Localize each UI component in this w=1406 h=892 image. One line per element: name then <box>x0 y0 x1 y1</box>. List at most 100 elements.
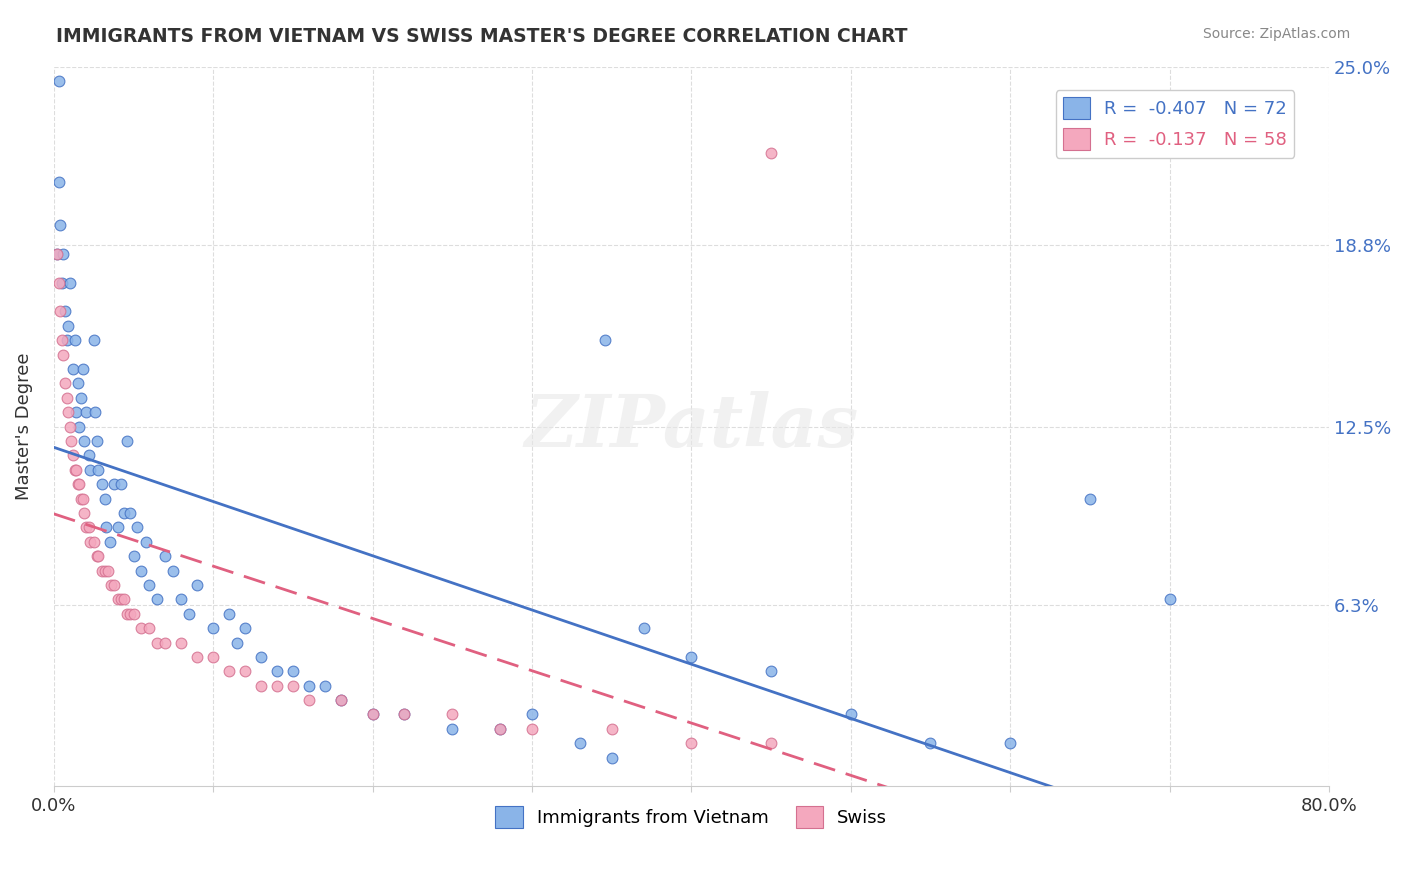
Legend: Immigrants from Vietnam, Swiss: Immigrants from Vietnam, Swiss <box>488 798 894 835</box>
Point <box>131 621 153 635</box>
Point <box>90 477 112 491</box>
Point <box>63 463 86 477</box>
Point <box>120 506 142 520</box>
Point <box>361 707 384 722</box>
Point <box>202 649 225 664</box>
Point <box>66 477 89 491</box>
Point <box>568 736 591 750</box>
Point <box>112 506 135 520</box>
Point <box>86 549 108 563</box>
Point <box>77 448 100 462</box>
Point <box>920 736 942 750</box>
Point <box>52 246 75 260</box>
Point <box>759 146 782 161</box>
Point <box>67 477 90 491</box>
Point <box>67 419 90 434</box>
Point <box>72 491 94 506</box>
Point <box>79 463 101 477</box>
Point <box>107 592 129 607</box>
Point <box>97 564 120 578</box>
Point <box>115 434 138 448</box>
Point <box>441 707 464 722</box>
Point <box>202 621 225 635</box>
Point <box>138 621 160 635</box>
Point <box>48 276 70 290</box>
Point <box>66 376 89 391</box>
Point <box>298 679 321 693</box>
Point <box>46 246 69 260</box>
Point <box>125 520 148 534</box>
Point <box>179 607 201 621</box>
Point <box>681 736 703 750</box>
Point <box>65 405 87 419</box>
Point <box>329 693 352 707</box>
Point <box>681 649 703 664</box>
Point <box>73 434 96 448</box>
Point <box>394 707 416 722</box>
Point <box>73 506 96 520</box>
Point <box>250 649 273 664</box>
Point <box>103 578 125 592</box>
Point <box>186 578 208 592</box>
Point <box>595 333 617 347</box>
Point <box>70 391 93 405</box>
Point <box>226 635 249 649</box>
Point <box>298 693 321 707</box>
Point <box>77 520 100 534</box>
Point <box>146 635 169 649</box>
Point <box>55 333 77 347</box>
Point <box>49 218 72 232</box>
Point <box>394 707 416 722</box>
Point <box>135 534 157 549</box>
Point <box>51 276 73 290</box>
Point <box>998 736 1021 750</box>
Point <box>131 564 153 578</box>
Point <box>233 665 256 679</box>
Point <box>839 707 862 722</box>
Point <box>65 463 87 477</box>
Point <box>48 74 70 88</box>
Point <box>281 665 304 679</box>
Point <box>112 592 135 607</box>
Point <box>56 318 79 333</box>
Point <box>62 448 84 462</box>
Point <box>90 564 112 578</box>
Point <box>110 592 132 607</box>
Point <box>170 592 193 607</box>
Point <box>103 477 125 491</box>
Point <box>250 679 273 693</box>
Point <box>59 419 82 434</box>
Point <box>759 736 782 750</box>
Point <box>56 405 79 419</box>
Point <box>600 722 623 736</box>
Point <box>53 304 76 318</box>
Point <box>1078 491 1101 506</box>
Point <box>96 520 118 534</box>
Point <box>115 607 138 621</box>
Point <box>759 665 782 679</box>
Point <box>314 679 336 693</box>
Point <box>59 276 82 290</box>
Point <box>110 477 132 491</box>
Point <box>233 621 256 635</box>
Point <box>441 722 464 736</box>
Point <box>87 463 110 477</box>
Point <box>72 362 94 376</box>
Point <box>120 607 142 621</box>
Point <box>83 333 105 347</box>
Point <box>46 246 69 260</box>
Text: Source: ZipAtlas.com: Source: ZipAtlas.com <box>1202 27 1350 41</box>
Point <box>218 607 240 621</box>
Point <box>266 679 288 693</box>
Point <box>489 722 512 736</box>
Point <box>162 564 184 578</box>
Point <box>122 549 145 563</box>
Point <box>100 578 122 592</box>
Point <box>55 391 77 405</box>
Point <box>79 534 101 549</box>
Point <box>48 175 70 189</box>
Point <box>266 665 288 679</box>
Point <box>633 621 655 635</box>
Point <box>122 607 145 621</box>
Point <box>94 491 117 506</box>
